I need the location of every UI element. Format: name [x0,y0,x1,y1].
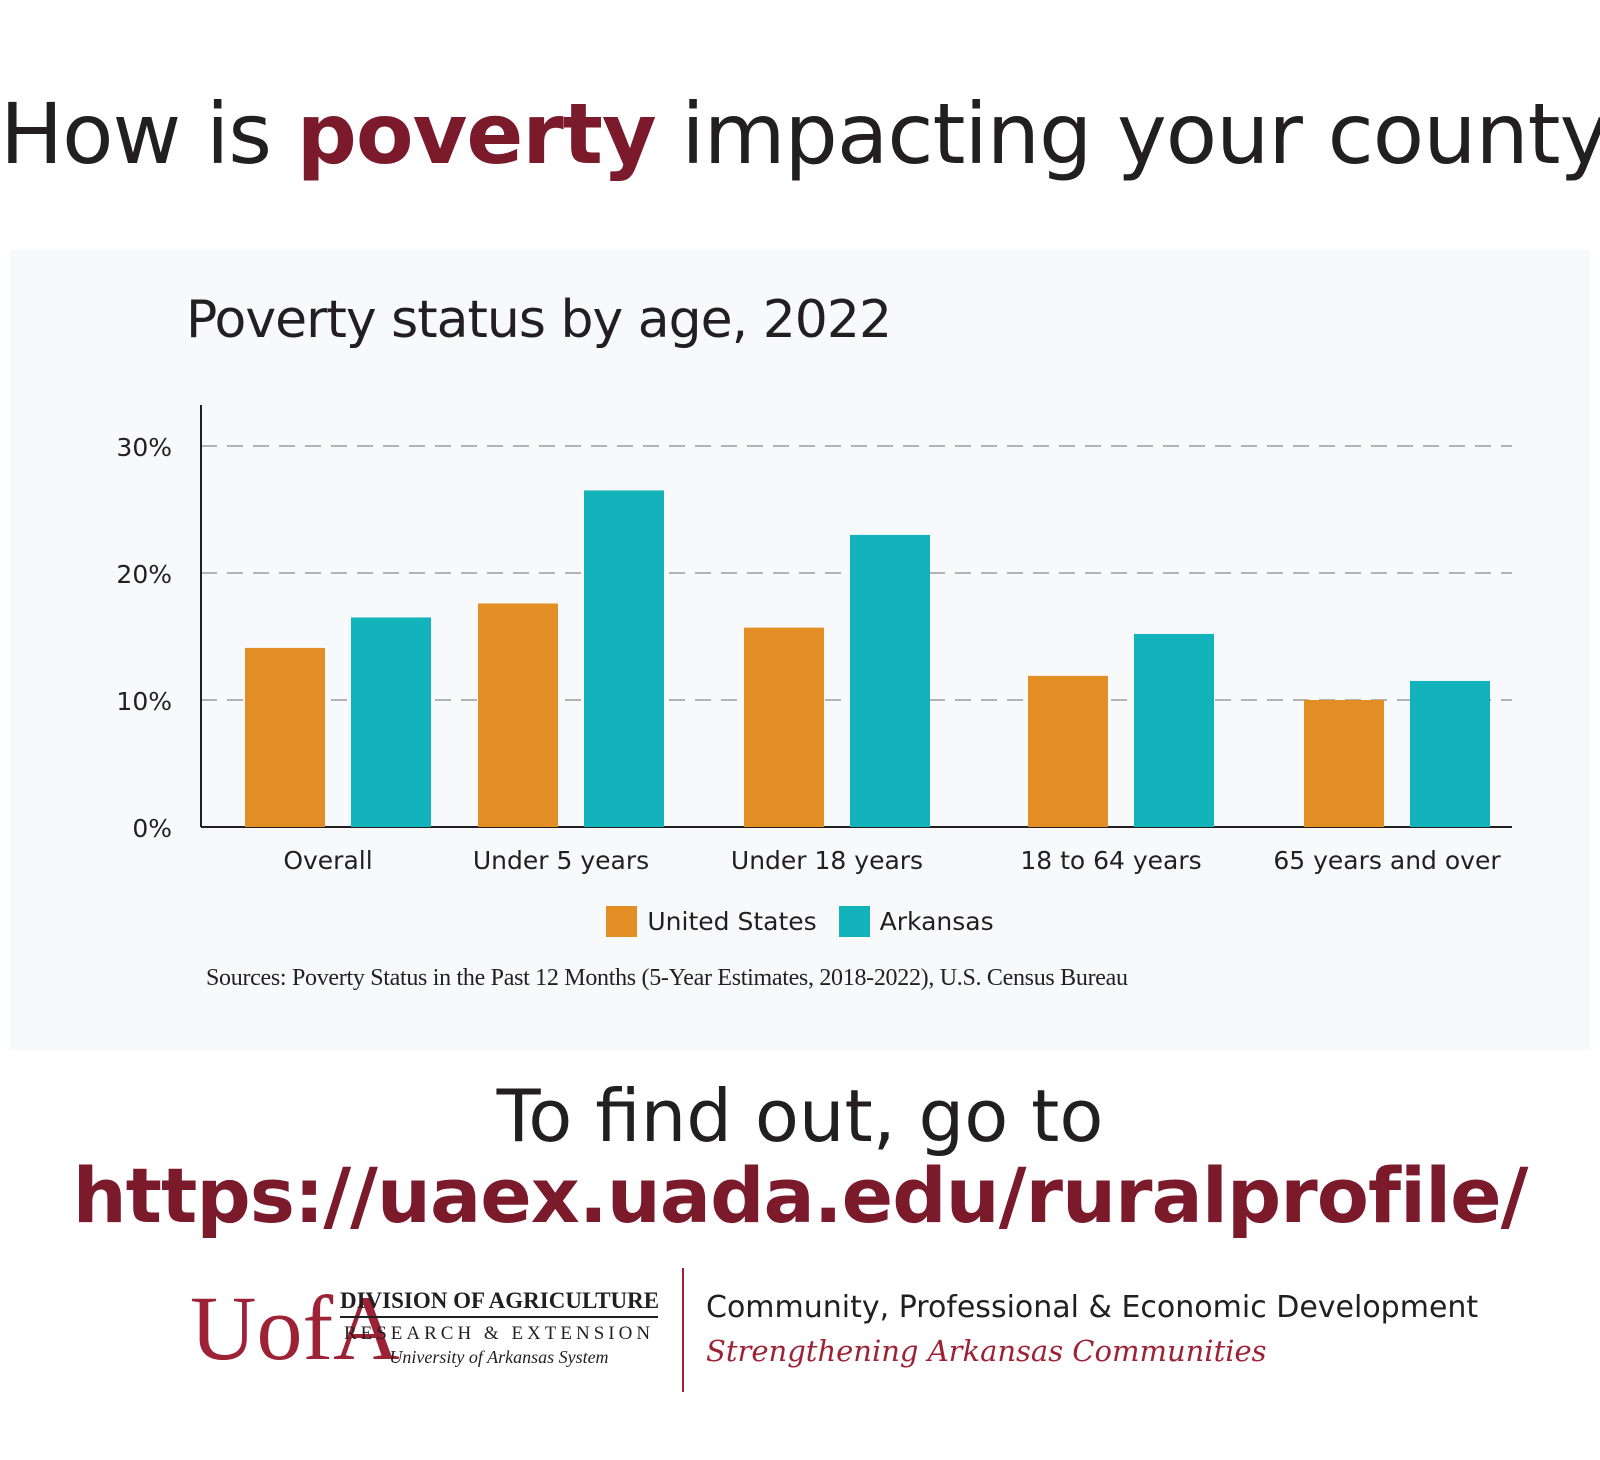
bar-us [245,647,325,827]
headline-after: impacting your county? [655,85,1600,183]
y-tick-label: 30% [116,433,172,462]
bar-arkansas [351,617,431,827]
y-tick-label: 20% [116,560,172,589]
division-logo-text: DIVISION OF AGRICULTURE RESEARCH & EXTEN… [340,1288,659,1368]
legend-item-arkansas: Arkansas [838,906,994,937]
x-tick-label: 18 to 64 years [1020,846,1201,875]
legend-swatch-arkansas [838,906,870,937]
department-name: Community, Professional & Economic Devel… [706,1290,1479,1325]
x-tick-label: 65 years and over [1273,846,1501,875]
y-tick-label: 10% [116,687,172,716]
x-tick-label: Under 5 years [473,846,649,875]
legend-item-us: United States [606,906,817,937]
bar-us [1304,700,1384,827]
bar-chart: 0% 10% 20% 30% Overall Under 5 years Under 18 … [116,405,1512,875]
uofa-logo-mark: UofA [190,1277,400,1379]
x-tick-label: Under 18 years [731,846,923,875]
university-system: University of Arkansas System [389,1347,609,1367]
chart-title: Poverty status by age, 2022 [186,290,892,350]
headline: How is poverty impacting your county? [0,92,1600,176]
bar-arkansas [584,490,664,827]
legend-label-us: United States [647,907,817,936]
uofa-logo: UofA [190,1282,400,1374]
y-tick-label: 0% [132,814,172,843]
legend-swatch-us [606,906,638,937]
headline-before: How is [0,85,297,183]
department-tagline: Strengthening Arkansas Communities [706,1334,1267,1368]
chart-legend: United States Arkansas [0,906,1600,937]
cta-line: To find out, go to [496,1074,1104,1158]
legend-label-arkansas: Arkansas [879,907,994,936]
research-extension: RESEARCH & EXTENSION [343,1323,655,1344]
bar-us [1028,675,1108,827]
bar-us [478,603,558,827]
bar-arkansas [1410,680,1490,827]
division-name: DIVISION OF AGRICULTURE [340,1288,659,1318]
bar-arkansas [850,534,930,827]
bar-arkansas [1134,633,1214,827]
x-tick-label: Overall [283,846,372,875]
rural-profile-link[interactable]: https://uaex.uada.edu/ruralprofile/ [72,1151,1529,1240]
bar-us [744,627,824,827]
footer-divider [682,1268,684,1392]
sources-note: Sources: Poverty Status in the Past 12 M… [206,965,1128,991]
headline-accent: poverty [296,85,657,183]
